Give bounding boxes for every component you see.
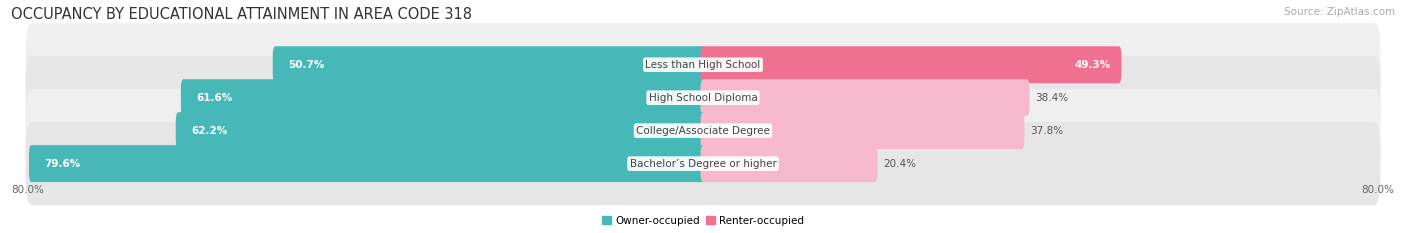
FancyBboxPatch shape (700, 46, 1122, 83)
Text: 38.4%: 38.4% (1035, 93, 1069, 103)
Text: 49.3%: 49.3% (1074, 60, 1111, 70)
Text: 37.8%: 37.8% (1031, 126, 1063, 136)
Text: Less than High School: Less than High School (645, 60, 761, 70)
FancyBboxPatch shape (25, 56, 1381, 139)
Text: 62.2%: 62.2% (191, 126, 228, 136)
FancyBboxPatch shape (30, 145, 706, 182)
Text: 79.6%: 79.6% (44, 159, 80, 169)
FancyBboxPatch shape (700, 112, 1025, 149)
Text: High School Diploma: High School Diploma (648, 93, 758, 103)
Text: 50.7%: 50.7% (288, 60, 325, 70)
Text: Bachelor’s Degree or higher: Bachelor’s Degree or higher (630, 159, 776, 169)
Text: 61.6%: 61.6% (195, 93, 232, 103)
FancyBboxPatch shape (25, 89, 1381, 172)
FancyBboxPatch shape (25, 122, 1381, 205)
Legend: Owner-occupied, Renter-occupied: Owner-occupied, Renter-occupied (599, 214, 807, 228)
FancyBboxPatch shape (181, 79, 706, 116)
FancyBboxPatch shape (25, 23, 1381, 106)
FancyBboxPatch shape (176, 112, 706, 149)
Text: Source: ZipAtlas.com: Source: ZipAtlas.com (1284, 7, 1395, 17)
FancyBboxPatch shape (700, 145, 877, 182)
FancyBboxPatch shape (273, 46, 706, 83)
Text: OCCUPANCY BY EDUCATIONAL ATTAINMENT IN AREA CODE 318: OCCUPANCY BY EDUCATIONAL ATTAINMENT IN A… (11, 7, 472, 22)
Text: College/Associate Degree: College/Associate Degree (636, 126, 770, 136)
FancyBboxPatch shape (700, 79, 1029, 116)
Text: 20.4%: 20.4% (883, 159, 917, 169)
